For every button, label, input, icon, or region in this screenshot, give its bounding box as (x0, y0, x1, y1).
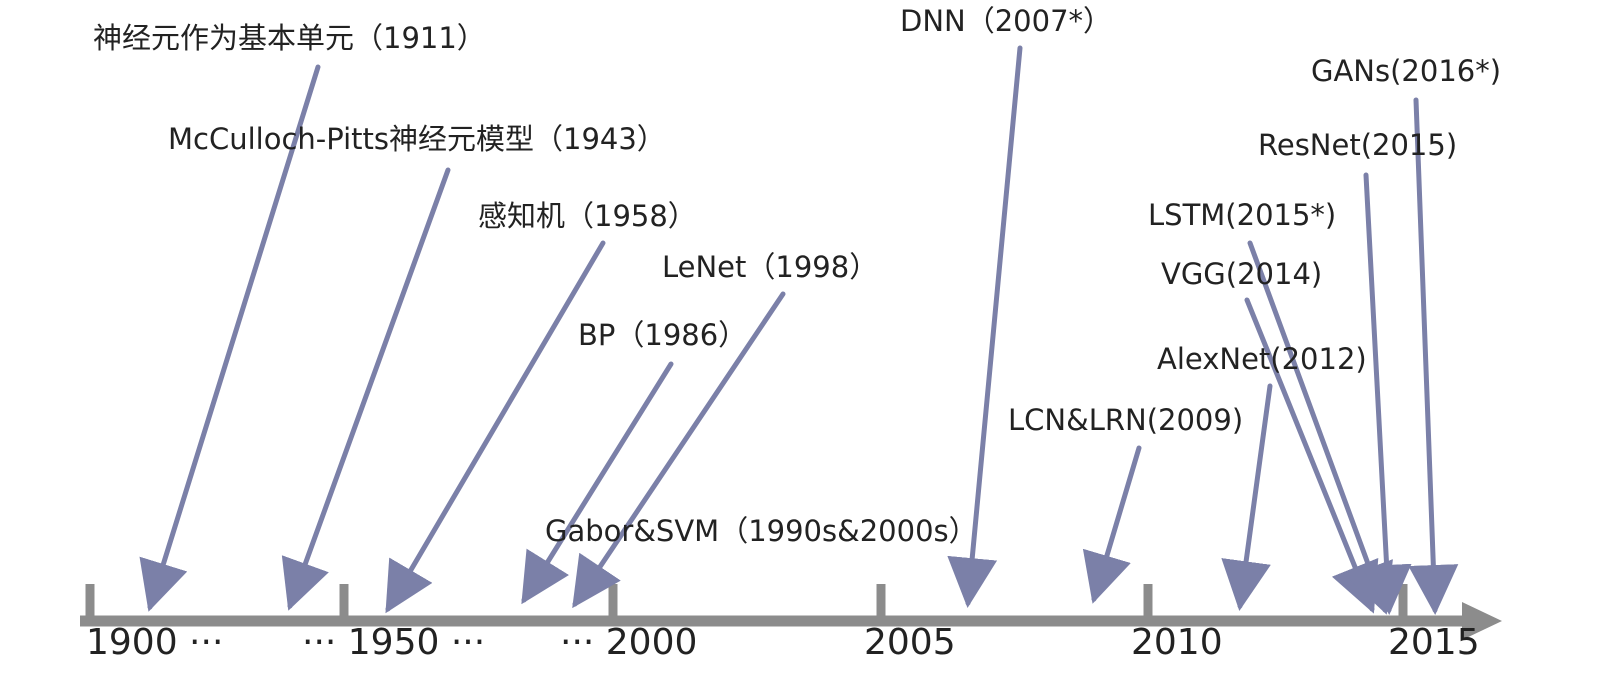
event-label-resnet: ResNet(2015) (1258, 128, 1458, 162)
arrow-lenet (572, 291, 786, 609)
timeline-axis-arrowhead (1462, 602, 1502, 640)
arrow-bp (521, 361, 674, 605)
tick-label-1950: ··· 1950 ··· (302, 622, 486, 663)
tick-label-1900: 1900 ··· (86, 622, 224, 663)
arrow-gans (1408, 97, 1459, 615)
arrow-alexnet (1221, 383, 1273, 611)
event-label-neuron-unit: 神经元作为基本单元（1911） (93, 21, 486, 55)
event-label-bp: BP（1986） (578, 318, 748, 352)
event-label-mcculloch-pitts: McCulloch-Pitts神经元模型（1943） (168, 122, 666, 156)
event-label-dnn: DNN（2007*） (900, 4, 1113, 38)
event-label-perceptron: 感知机（1958） (478, 199, 697, 233)
event-label-vgg: VGG(2014) (1161, 257, 1323, 291)
arrow-neuron-unit (139, 64, 321, 612)
tick-label-2010: 2010 (1131, 622, 1223, 663)
arrow-vgg (1244, 297, 1379, 614)
tick-label-2005: 2005 (864, 622, 956, 663)
event-label-gabor-svm: Gabor&SVM（1990s&2000s） (545, 514, 978, 548)
arrow-perceptron (385, 240, 606, 614)
arrow-mcculloch-pitts (281, 167, 451, 611)
arrow-resnet (1361, 172, 1412, 615)
event-label-gans: GANs(2016*) (1311, 54, 1502, 88)
event-label-alexnet: AlexNet(2012) (1157, 342, 1367, 376)
event-label-lenet: LeNet（1998） (662, 250, 879, 284)
arrow-dnn (947, 45, 1023, 608)
arrow-lstm (1247, 240, 1393, 615)
axis-ticks (85, 584, 1408, 617)
event-arrows (139, 45, 1459, 615)
tick-label-2000: ··· 2000 (560, 622, 698, 663)
event-label-lcn-lrn: LCN&LRN(2009) (1008, 403, 1244, 437)
arrow-lcn-lrn (1082, 445, 1142, 604)
tick-label-2015: 2015 (1388, 622, 1480, 663)
event-label-lstm: LSTM(2015*) (1148, 198, 1337, 232)
